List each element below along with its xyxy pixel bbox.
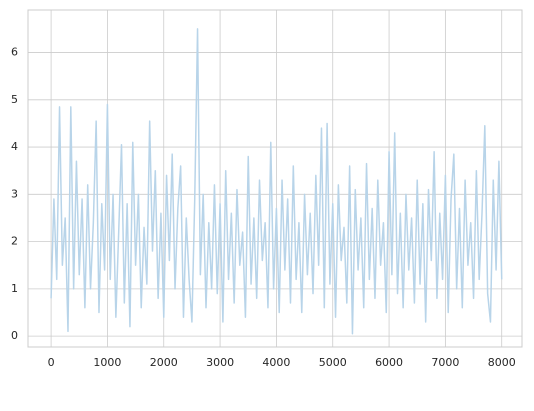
x-tick-label: 8000 [488,356,516,369]
x-tick-label: 1000 [93,356,121,369]
x-tick-label: 7000 [431,356,459,369]
x-tick-label: 2000 [150,356,178,369]
x-tick-label: 4000 [262,356,290,369]
y-tick-label: 0 [11,329,18,342]
x-tick-label: 5000 [319,356,347,369]
plot-frame [27,9,523,348]
x-tick-label: 6000 [375,356,403,369]
y-tick-label: 6 [11,46,18,59]
x-tick-label: 0 [48,356,55,369]
x-tick-label: 3000 [206,356,234,369]
y-tick-label: 4 [11,140,18,153]
y-tick-label: 5 [11,93,18,106]
y-tick-label: 1 [11,282,18,295]
data-line [50,28,503,335]
y-tick-label: 2 [11,235,18,248]
y-tick-label: 3 [11,187,18,200]
